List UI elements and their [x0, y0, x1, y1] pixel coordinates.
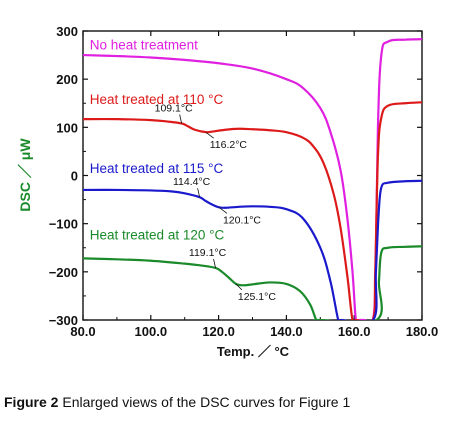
series-line-heat-treated-115: [83, 179, 422, 320]
x-tick-label: 100.0: [135, 324, 168, 339]
series-line-heat-treated-120: [83, 245, 422, 320]
x-tick-label: 80.0: [70, 324, 95, 339]
annotation-label: 109.1°C: [155, 102, 193, 114]
x-tick-label: 180.0: [406, 324, 439, 339]
y-tick-label: 300: [56, 24, 78, 39]
x-tick-label: 120.0: [202, 324, 235, 339]
series-labels: No heat treatment Heat treated at 110 °C H…: [90, 37, 225, 242]
series-line-heat-treated-110: [83, 101, 422, 320]
y-tick-label: −300: [49, 313, 78, 328]
annotation-leader: [218, 206, 228, 214]
annotation-leader: [235, 283, 243, 291]
annotation-label: 116.2°C: [210, 139, 248, 151]
annotation-leader: [213, 258, 216, 269]
series-label-heat-treated-115: Heat treated at 115 °C: [90, 161, 224, 176]
dsc-curves: [83, 38, 422, 320]
y-tick-label: 0: [71, 169, 78, 184]
figure-number: Figure 2: [4, 394, 59, 410]
series-label-heat-treated-110: Heat treated at 110 °C: [90, 92, 224, 107]
x-axis-label: Temp. ／ °C: [217, 344, 290, 359]
x-tick-label: 160.0: [338, 324, 371, 339]
dsc-chart: 300 200 100 0 −100 −200 −300 80.0 100.0 120.0 140…: [17, 24, 438, 359]
y-tick-label: −100: [49, 217, 78, 232]
annotation-label: 125.1°C: [238, 291, 276, 303]
y-tick-label: 200: [56, 72, 78, 87]
figure-caption-text: Enlarged views of the DSC curves for Fig…: [58, 394, 351, 410]
peak-annotations: 109.1°C 116.2°C 114.4°C 120.1°C 119.1°C 125.1…: [155, 102, 277, 302]
series-label-no-heat-treatment: No heat treatment: [90, 37, 198, 52]
x-tick-label: 140.0: [270, 324, 303, 339]
annotation-leader: [197, 188, 201, 198]
annotation-label: 119.1°C: [189, 247, 227, 259]
annotation-label: 120.1°C: [223, 214, 261, 226]
y-axis-ticks: 300 200 100 0 −100 −200 −300: [49, 24, 422, 328]
annotation-leader: [205, 131, 214, 139]
y-tick-label: 100: [56, 120, 78, 135]
figure-caption: Figure 2 Enlarged views of the DSC curve…: [4, 394, 448, 410]
series-line-no-heat-treatment: [83, 38, 422, 320]
x-axis-ticks: 80.0 100.0 120.0 140.0 160.0 180.0: [70, 31, 438, 339]
annotation-label: 114.4°C: [173, 176, 211, 188]
annotation-leader: [179, 114, 183, 124]
y-tick-label: −200: [49, 265, 78, 280]
series-label-heat-treated-120: Heat treated at 120 °C: [90, 228, 225, 243]
y-axis-label: DSC ／ μW: [17, 138, 33, 212]
